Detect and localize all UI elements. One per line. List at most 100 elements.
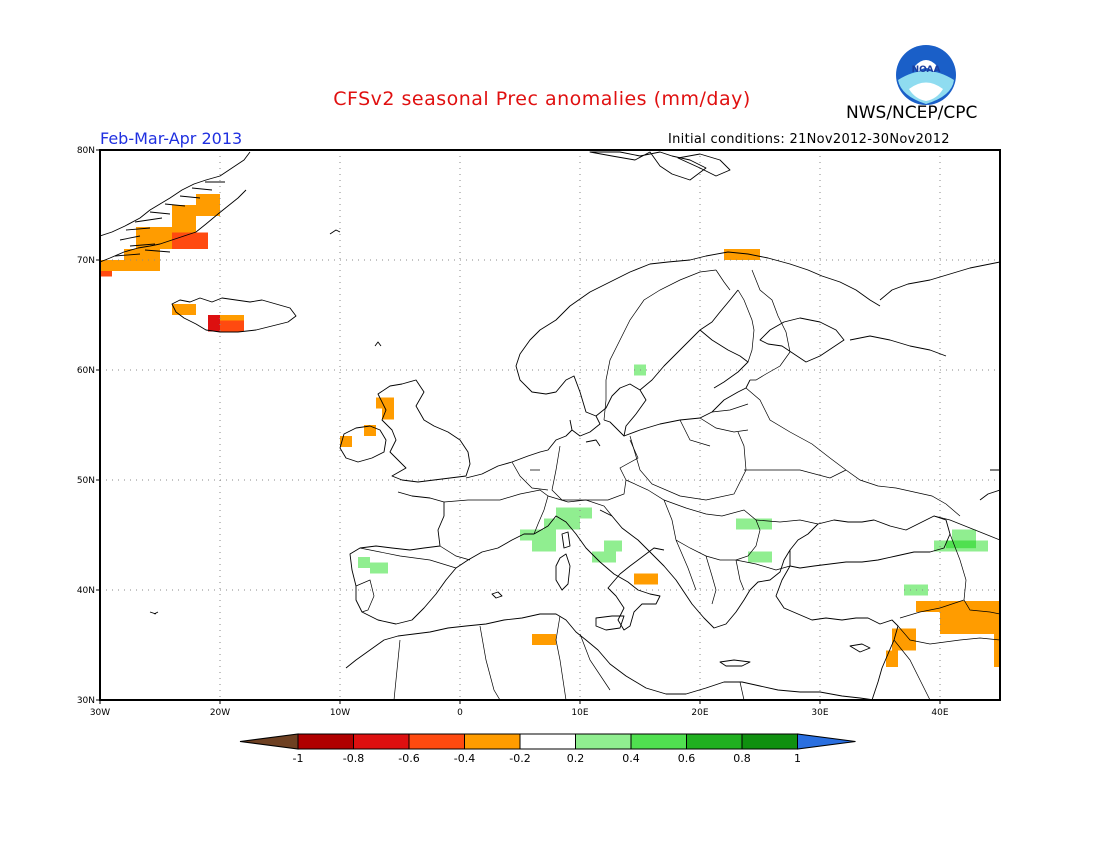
border-benelux [511,461,549,491]
anomaly-cell-15 [724,249,760,260]
coast-baltic [623,379,751,437]
coast-jan-mayen [329,229,341,235]
legend-box-2 [408,733,465,750]
anomaly-cell-14 [340,436,352,447]
coast-iceland [171,297,297,333]
border-france [439,489,549,561]
lon-tick-label-10E: 10E [571,708,588,718]
coast-cyprus [849,643,871,653]
anomaly-cell-6 [196,194,220,216]
coast-balkans [599,509,791,629]
lon-tick-label-10W: 10W [330,708,350,718]
noaa-logo-text: NOAA [912,65,941,75]
coast-italy [533,515,665,631]
legend-label-8: 0.8 [733,752,751,765]
anomaly-cell-9 [220,320,244,332]
coast-black-sea [789,515,951,569]
coast-turkey [775,565,899,700]
anomaly-cell-12 [382,408,394,420]
legend-label-9: 1 [794,752,801,765]
border-poland [629,431,747,501]
anomaly-cell-37 [946,540,976,549]
lon-tick-label-30E: 30E [811,708,828,718]
anomaly-cell-28 [544,518,580,530]
coast-sicily [595,615,625,631]
anomaly-cell-2 [124,249,160,260]
legend-label-3: -0.4 [454,752,475,765]
legend-box-6 [630,733,687,750]
anomaly-cell-3 [136,227,172,249]
coast-ireland [339,425,387,463]
chart-title: CFSv2 seasonal Prec anomalies (mm/day) [333,88,751,110]
anomaly-cell-8 [208,315,220,332]
coast-corsica [561,531,571,549]
legend-label-5: 0.2 [567,752,585,765]
period-label: Feb-Mar-Apr 2013 [100,129,243,148]
lon-tick-label-30W: 30W [90,708,110,718]
border-central [625,479,761,561]
coast-faroe [374,341,382,347]
legend-label-6: 0.4 [622,752,640,765]
legend-label-1: -0.8 [343,752,364,765]
border-africa [393,615,745,700]
lon-tick-label-0: 0 [457,708,463,718]
border-spain-portugal [355,547,457,613]
border-ukraine [744,469,847,525]
coast-azores [153,611,159,615]
anomaly-cell-33 [748,551,772,563]
coast-bothnia [639,289,749,391]
coast-britain [377,379,471,483]
coast-crete [719,659,751,667]
legend-label-2: -0.6 [398,752,419,765]
legend-box-4 [519,733,576,750]
coast-denmark [569,415,601,447]
coast-continent [349,429,573,625]
anomaly-cell-17 [532,634,556,645]
legend-box-3 [464,733,521,750]
noaa-logo: NOAA [896,45,956,105]
border-germany [551,439,639,501]
lat-tick-label-40N: 40N [77,586,95,596]
anomaly-cell-30 [592,551,616,563]
coast-svalbard [589,151,707,181]
anomaly-cell-13 [364,425,376,436]
border-turkey-east [899,533,1000,619]
coast-scandinavia [515,251,881,437]
anomaly-cell-29 [556,507,592,519]
anomaly-cell-7 [172,304,196,315]
anomaly-cell-16 [634,573,658,585]
coast-greenland-fjords [114,181,225,257]
legend-box-0 [297,733,354,750]
legend-arrow-left [239,733,299,750]
legend-label-4: -0.2 [509,752,530,765]
lon-tick-label-40E: 40E [931,708,948,718]
anomaly-cell-11 [376,397,394,409]
legend-box-7 [686,733,743,750]
lat-tick-label-80N: 80N [77,146,95,156]
legend-box-1 [353,733,410,750]
initial-conditions-label: Initial conditions: 21Nov2012-30Nov2012 [668,132,950,147]
coast-caspian [979,469,1000,501]
lon-tick-label-20E: 20E [691,708,708,718]
coast-arkhangelsk [849,261,1000,357]
border-levant [893,625,1000,700]
coast-balearic [491,591,503,599]
anomaly-cell-36 [952,529,976,541]
legend-label-7: 0.6 [678,752,696,765]
lat-tick-label-50N: 50N [77,476,95,486]
anomaly-cell-22 [886,650,898,667]
border-sweden-finland [715,269,755,363]
anomaly-cells [100,194,1000,667]
map-frame [99,149,1001,701]
lat-tick-label-60N: 60N [77,366,95,376]
coast-sardinia [555,553,571,591]
coast-africa [345,613,875,700]
legend-box-8 [741,733,798,750]
grid-lines [100,150,1000,700]
country-borders [355,269,1000,700]
legend-box-5 [575,733,632,750]
anomaly-cell-27 [532,540,556,552]
anomaly-cell-4 [172,232,208,249]
anomaly-cell-24 [358,557,370,568]
